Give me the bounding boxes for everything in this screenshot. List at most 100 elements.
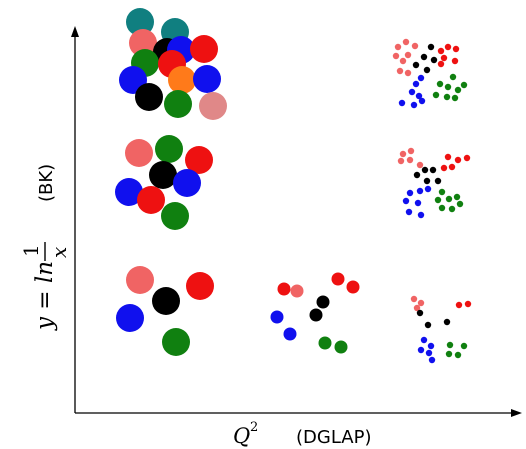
parton-dot-black xyxy=(309,308,323,322)
parton-dot-green xyxy=(443,93,451,101)
parton-dot-green xyxy=(453,193,461,201)
parton-dot-blue xyxy=(173,169,201,197)
parton-dot-blue xyxy=(424,185,432,193)
parton-dot-red xyxy=(137,186,165,214)
parton-dot-lightred xyxy=(413,304,421,312)
parton-dot-lightred xyxy=(407,147,415,155)
parton-dot-lightred xyxy=(394,43,402,51)
parton-dot-blue xyxy=(406,189,414,197)
cluster-mid-q2-low-y xyxy=(270,272,360,354)
parton-dot-black xyxy=(430,56,438,64)
parton-dot-black xyxy=(421,166,429,174)
parton-dot-red xyxy=(448,163,456,171)
y-label-tag: (BK) xyxy=(36,164,57,202)
y-label-numerator: 1 xyxy=(19,244,43,257)
parton-dot-blue xyxy=(427,342,435,350)
parton-dot-green xyxy=(454,86,462,94)
x-axis-arrowhead xyxy=(511,409,522,417)
parton-dot-black xyxy=(152,287,180,315)
parton-dot-green xyxy=(161,202,189,230)
parton-dot-green xyxy=(446,341,454,349)
parton-dot-black xyxy=(423,177,431,185)
cluster-high-q2-high-y xyxy=(392,38,468,109)
parton-dot-green xyxy=(432,91,440,99)
parton-dot-blue xyxy=(428,356,436,364)
parton-dot-green xyxy=(434,196,442,204)
parton-dot-red xyxy=(346,280,360,294)
parton-dot-lightred xyxy=(396,67,404,75)
x-label-variable: Q xyxy=(233,424,250,448)
parton-dot-red xyxy=(464,300,472,308)
parton-dot-black xyxy=(423,66,431,74)
parton-dot-green xyxy=(448,205,456,213)
parton-dot-red xyxy=(444,43,452,51)
parton-dot-red xyxy=(185,146,213,174)
parton-dot-black xyxy=(420,53,428,61)
parton-dot-green xyxy=(460,342,468,350)
parton-dot-lightred xyxy=(411,42,419,50)
parton-dot-black xyxy=(416,309,424,317)
parton-dot-green xyxy=(456,200,464,208)
parton-dot-red xyxy=(440,54,448,62)
parton-dot-blue xyxy=(425,349,433,357)
parton-dot-blue xyxy=(415,92,423,100)
parton-dot-green xyxy=(438,188,446,196)
parton-dot-green xyxy=(451,94,459,102)
parton-dot-blue xyxy=(283,327,297,341)
parton-dot-blue xyxy=(408,88,416,96)
x-label-tag: (DGLAP) xyxy=(296,427,371,448)
parton-dot-black xyxy=(316,295,330,309)
x-label-exponent: 2 xyxy=(250,420,258,435)
parton-dot-red xyxy=(454,156,462,164)
parton-dot-red xyxy=(440,164,448,172)
parton-dot-black xyxy=(413,171,421,179)
y-label-denominator: x xyxy=(47,247,71,258)
parton-dot-blue xyxy=(414,199,422,207)
parton-dot-green xyxy=(164,90,192,118)
parton-dot-lightred xyxy=(404,51,412,59)
parton-dot-lightred xyxy=(126,266,154,294)
parton-dot-black xyxy=(429,166,437,174)
parton-dot-green xyxy=(445,350,453,358)
parton-dot-orange xyxy=(168,66,196,94)
parton-dot-blue xyxy=(417,74,425,82)
parton-dot-blue xyxy=(416,187,424,195)
parton-dot-green xyxy=(155,135,183,163)
parton-dot-blue xyxy=(405,208,413,216)
cluster-low-q2-low-y xyxy=(116,266,214,356)
parton-dot-pink xyxy=(199,92,227,120)
parton-dot-blue xyxy=(420,336,428,344)
parton-dot-blue xyxy=(115,178,143,206)
parton-dot-lightred xyxy=(290,284,304,298)
parton-dot-blue xyxy=(116,304,144,332)
parton-dot-green xyxy=(460,81,468,89)
parton-dot-lightred xyxy=(406,156,414,164)
cluster-low-q2-high-y xyxy=(119,8,227,120)
parton-dot-red xyxy=(186,272,214,300)
y-axis-arrowhead xyxy=(71,26,79,37)
parton-dot-lightred xyxy=(397,157,405,165)
parton-dot-red xyxy=(437,60,445,68)
parton-dot-blue xyxy=(417,346,425,354)
parton-dot-blue xyxy=(193,65,221,93)
parton-dot-lightred xyxy=(417,299,425,307)
parton-dot-blue xyxy=(270,310,284,324)
parton-dot-black xyxy=(427,43,435,51)
parton-dot-black xyxy=(424,321,432,329)
parton-dot-lightred xyxy=(399,150,407,158)
parton-dot-red xyxy=(437,47,445,55)
parton-dot-black xyxy=(149,161,177,189)
parton-dot-red xyxy=(190,35,218,63)
parton-dot-lightred xyxy=(399,57,407,65)
parton-dot-green xyxy=(449,73,457,81)
y-axis-label: y = ln 1 x (BK) xyxy=(19,164,71,331)
parton-dot-lightred xyxy=(416,161,424,169)
parton-dot-red xyxy=(463,154,471,162)
parton-dot-lightred xyxy=(392,52,400,60)
parton-dot-red xyxy=(455,301,463,309)
parton-dot-red xyxy=(277,282,291,296)
parton-dot-black xyxy=(135,83,163,111)
parton-dots xyxy=(115,8,472,364)
parton-dot-green xyxy=(436,80,444,88)
